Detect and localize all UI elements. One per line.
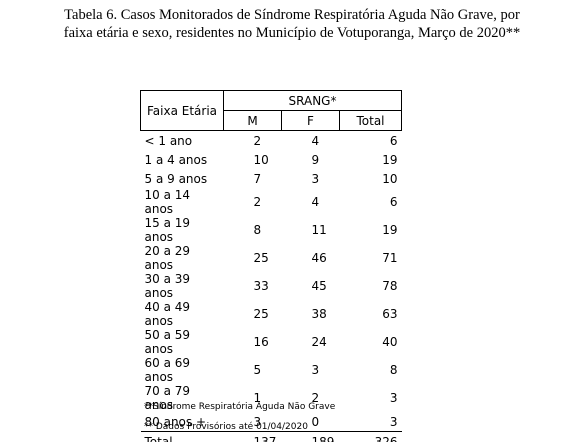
cell-value: 25 — [253, 307, 269, 321]
cell-value: 3 — [311, 363, 320, 377]
cell-value: 38 — [311, 307, 327, 321]
cell-value: 2 — [311, 391, 320, 405]
row-header: Faixa Etária — [140, 90, 224, 131]
cell-value: 63 — [382, 307, 398, 321]
table-row: 80 anos + 3 0 3 — [141, 412, 402, 432]
data-table: Faixa Etária SRANG* M F Total < 1 ano 2 4 6 1 … — [140, 90, 402, 442]
row-label: 20 a 29 anos — [144, 244, 191, 272]
cell-value: 40 — [382, 335, 398, 349]
cell-value: 46 — [311, 251, 327, 265]
cell-value: 78 — [382, 279, 398, 293]
table-row: 30 a 39 anos 33 45 78 — [141, 272, 402, 300]
cell-value: 3 — [253, 414, 262, 429]
cell-value: 24 — [311, 335, 327, 349]
row-label: Total — [140, 431, 224, 442]
row-label: 15 a 19 anos — [144, 216, 191, 244]
cell-value: 19 — [382, 152, 398, 167]
cell-value: 326 — [339, 431, 402, 442]
cell-value: 16 — [253, 335, 269, 349]
table-row: 50 a 59 anos 16 24 40 — [141, 328, 402, 356]
cell-value: 6 — [389, 133, 398, 148]
cell-value: 3 — [389, 391, 398, 405]
row-label: 70 a 79 anos — [144, 384, 191, 412]
footnote: **Síndrome Respiratória Aguda Não Grave — [144, 402, 336, 412]
row-label: 10 a 14 anos — [144, 188, 191, 216]
cell-value: 2 — [253, 133, 262, 148]
cell-value: 9 — [311, 152, 320, 167]
cell-value: 4 — [311, 133, 320, 148]
row-label: 1 a 4 anos — [144, 152, 208, 167]
table-row: Total 137 189 326 — [140, 431, 402, 442]
row-label: 50 a 59 anos — [144, 328, 191, 356]
row-label: 40 a 49 anos — [144, 300, 191, 328]
cell-value: 25 — [253, 251, 269, 265]
row-label: 30 a 39 anos — [144, 272, 191, 300]
cell-value: 5 — [253, 363, 262, 377]
row-label: < 1 ano — [144, 133, 193, 148]
table-row: 20 a 29 anos 25 46 71 — [141, 244, 402, 272]
footnote: ** Dados Provisórios até 01/04/2020 — [144, 422, 308, 432]
cell-value: 71 — [382, 251, 398, 265]
cell-value: 7 — [253, 171, 262, 186]
cell-value: 19 — [382, 223, 398, 237]
cell-value: 0 — [311, 414, 320, 429]
cell-value: 33 — [253, 279, 269, 293]
cell-value: 45 — [311, 279, 327, 293]
cell-value: 8 — [253, 223, 262, 237]
table-row: 60 a 69 anos 5 3 8 — [141, 356, 402, 384]
table-row: 15 a 19 anos 8 11 19 — [141, 216, 402, 244]
cell-value: 3 — [389, 414, 398, 429]
row-label: 5 a 9 anos — [144, 171, 208, 186]
table-row: 1 a 4 anos 10 9 19 — [141, 150, 402, 169]
cell-value: 1 — [253, 391, 262, 405]
cell-value: 189 — [281, 431, 340, 442]
cell-value: 4 — [311, 195, 320, 209]
cell-value: 3 — [311, 171, 320, 186]
cell-value: 10 — [382, 171, 398, 186]
cell-value: 10 — [253, 152, 269, 167]
cell-value: 137 — [223, 431, 282, 442]
cell-value: 11 — [311, 223, 327, 237]
row-label: 80 anos + — [144, 414, 207, 429]
cell-value: 2 — [253, 195, 262, 209]
row-label: 60 a 69 anos — [144, 356, 191, 384]
column-header: Total — [339, 110, 402, 131]
table-row: 70 a 79 anos 1 2 3 — [141, 384, 402, 412]
column-header: M — [223, 110, 282, 131]
cell-value: 8 — [389, 363, 398, 377]
group-header: SRANG* — [223, 90, 402, 111]
table-title: Tabela 6. Casos Monitorados de Síndrome … — [63, 7, 521, 41]
column-header: F — [281, 110, 340, 131]
table-row: 5 a 9 anos 7 3 10 — [141, 169, 402, 188]
table-row: 10 a 14 anos 2 4 6 — [141, 188, 402, 216]
table-row: 40 a 49 anos 25 38 63 — [141, 300, 402, 328]
cell-value: 6 — [389, 195, 398, 209]
table-row: < 1 ano 2 4 6 — [141, 131, 402, 151]
